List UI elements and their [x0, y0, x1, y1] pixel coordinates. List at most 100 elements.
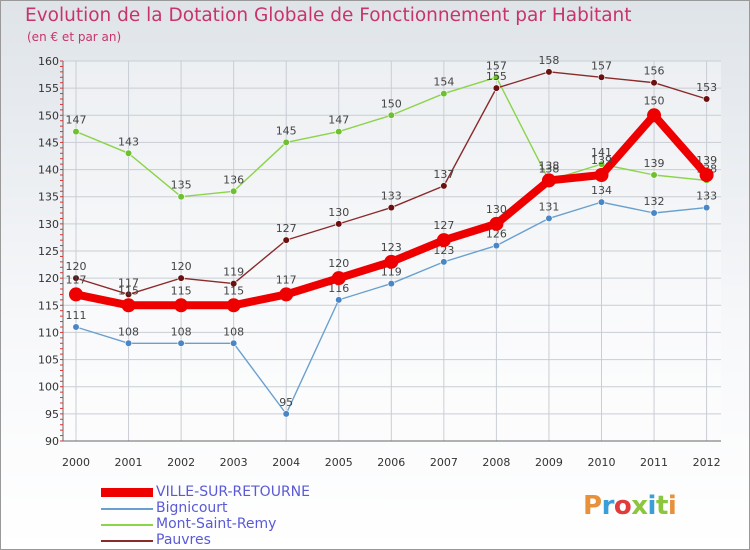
- data-label: 127: [276, 222, 297, 235]
- data-label: 157: [486, 59, 507, 72]
- logo-letter: P: [583, 491, 602, 521]
- data-label: 126: [486, 228, 507, 241]
- data-label: 143: [118, 135, 139, 148]
- data-point: [436, 233, 451, 248]
- y-tick-label: 115: [38, 299, 59, 312]
- data-point: [124, 290, 133, 299]
- logo-letter: o: [613, 491, 632, 521]
- data-point: [702, 203, 711, 212]
- x-tick-label: 2011: [640, 456, 668, 469]
- data-label: 130: [486, 203, 507, 216]
- data-point: [650, 171, 658, 179]
- data-label: 115: [171, 284, 192, 297]
- x-tick-label: 2006: [377, 456, 405, 469]
- y-tick-label: 100: [38, 381, 59, 394]
- data-label: 120: [328, 257, 349, 270]
- legend-swatch-mont-saint-remy: [101, 524, 153, 526]
- y-tick-label: 105: [38, 354, 59, 367]
- data-label: 158: [538, 54, 559, 67]
- data-point: [492, 84, 501, 92]
- y-tick-label: 120: [38, 272, 59, 285]
- proxiti-logo: Proxiti: [583, 491, 677, 521]
- legend-label-ville-sur-retourne: VILLE-SUR-RETOURNE: [156, 484, 310, 500]
- data-label: 123: [433, 244, 454, 257]
- x-tick-label: 2002: [167, 456, 195, 469]
- data-label: 141: [591, 146, 612, 159]
- legend-swatch-pauvres: [101, 540, 153, 542]
- data-point: [545, 214, 553, 223]
- data-label: 119: [223, 266, 244, 279]
- y-tick-label: 110: [38, 326, 59, 339]
- data-point: [597, 198, 606, 206]
- data-point: [335, 220, 343, 228]
- y-tick-label: 90: [45, 435, 59, 448]
- data-point: [384, 254, 399, 269]
- data-label: 150: [644, 94, 665, 107]
- data-label: 108: [118, 325, 139, 338]
- data-point: [282, 410, 290, 418]
- data-label: 155: [486, 70, 507, 83]
- data-point: [230, 187, 238, 195]
- data-point: [177, 339, 185, 347]
- data-label: 136: [223, 173, 244, 186]
- data-point: [69, 287, 83, 302]
- x-tick-label: 2012: [693, 456, 721, 469]
- legend-item-ville-sur-retourne: VILLE-SUR-RETOURNE: [101, 484, 341, 501]
- data-point: [282, 138, 290, 147]
- data-label: 127: [433, 219, 454, 232]
- data-label: 117: [276, 273, 297, 286]
- legend-swatch-bignicourt: [101, 508, 153, 510]
- x-tick-label: 2005: [325, 456, 353, 469]
- data-point: [387, 203, 395, 212]
- chart-title: Evolution de la Dotation Globale de Fonc…: [25, 5, 632, 26]
- data-label: 139: [591, 154, 612, 167]
- data-point: [282, 236, 290, 244]
- legend: VILLE-SUR-RETOURNE Bignicourt Mont-Saint…: [101, 484, 341, 549]
- x-tick-label: 2004: [272, 456, 300, 469]
- data-point: [230, 279, 238, 288]
- data-point: [72, 323, 80, 331]
- data-label: 138: [538, 159, 559, 172]
- x-tick-label: 2009: [535, 456, 563, 469]
- y-tick-label: 135: [38, 191, 59, 204]
- data-point: [597, 73, 606, 81]
- data-label: 119: [381, 266, 402, 279]
- data-point: [545, 68, 553, 76]
- y-tick-label: 145: [38, 136, 59, 149]
- data-label: 150: [381, 97, 402, 110]
- data-point: [72, 274, 80, 282]
- data-point: [177, 193, 185, 201]
- data-point: [177, 274, 185, 282]
- data-label: 134: [591, 184, 612, 197]
- data-point: [647, 108, 662, 123]
- data-label: 157: [591, 59, 612, 72]
- data-point: [440, 89, 448, 98]
- data-label: 156: [644, 65, 665, 78]
- data-point: [699, 168, 714, 182]
- data-point: [124, 149, 133, 157]
- data-label: 137: [433, 168, 454, 181]
- logo-letter: i: [667, 491, 677, 521]
- data-label: 147: [66, 114, 87, 127]
- data-label: 153: [696, 81, 717, 94]
- data-label: 154: [433, 76, 454, 89]
- data-label: 111: [66, 309, 87, 322]
- data-label: 147: [328, 114, 349, 127]
- legend-label-pauvres: Pauvres: [156, 532, 211, 548]
- legend-item-bignicourt: Bignicourt: [101, 500, 341, 517]
- logo-letter: x: [631, 491, 648, 521]
- x-tick-label: 2003: [220, 456, 248, 469]
- data-point: [121, 298, 136, 313]
- data-point: [597, 160, 606, 168]
- data-point: [492, 73, 501, 81]
- data-label: 131: [538, 200, 559, 213]
- y-tick-label: 130: [38, 218, 59, 231]
- data-label: 117: [66, 273, 87, 286]
- y-tick-label: 140: [38, 164, 59, 177]
- data-label: 117: [118, 276, 139, 289]
- data-point: [492, 241, 501, 250]
- y-tick-label: 160: [38, 55, 59, 68]
- chart-subtitle: (en € et par an): [27, 30, 122, 44]
